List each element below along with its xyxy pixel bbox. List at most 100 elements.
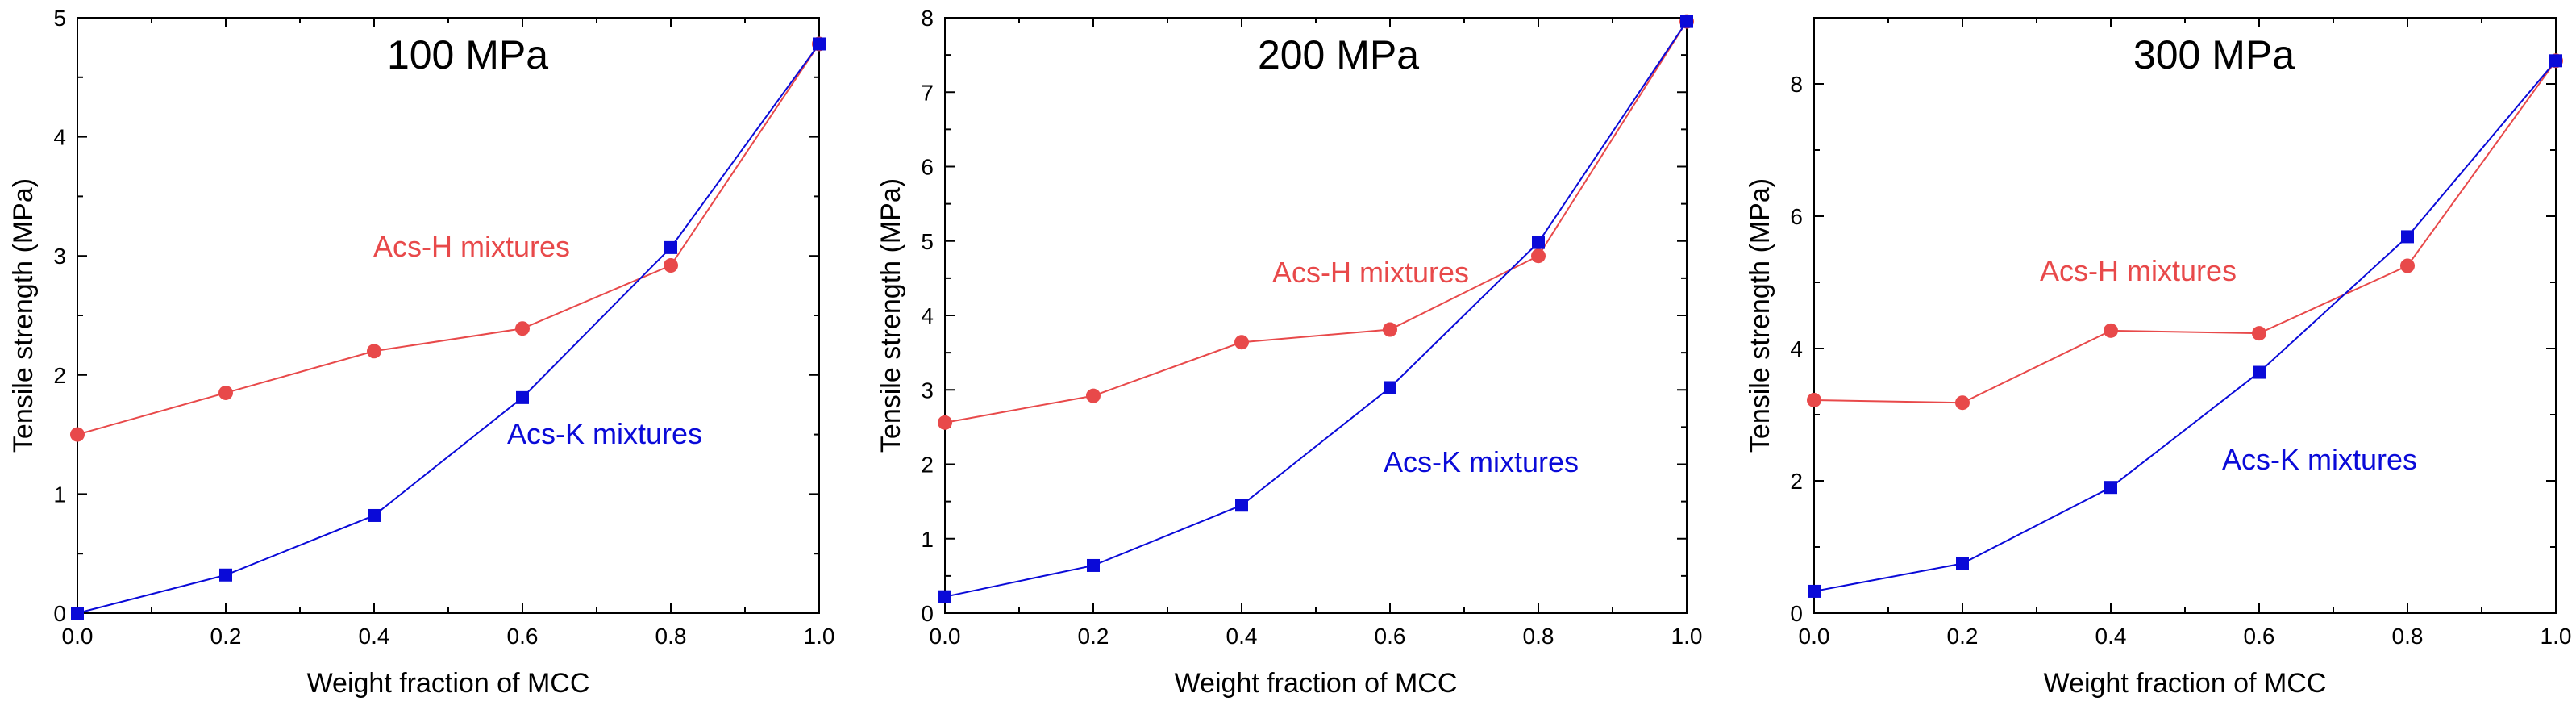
data-point — [1384, 381, 1396, 394]
data-point — [1086, 388, 1101, 403]
data-point — [2104, 323, 2118, 338]
y-tick-label: 1 — [53, 482, 66, 507]
y-tick-label: 8 — [921, 6, 934, 31]
data-point — [70, 427, 85, 442]
data-point — [2252, 326, 2266, 341]
x-tick-label: 0.0 — [930, 624, 961, 649]
data-point — [2104, 481, 2117, 495]
y-axis-label: Tensile strength (MPa) — [876, 178, 906, 453]
data-point — [219, 568, 232, 582]
x-tick-label: 0.4 — [2095, 624, 2127, 649]
y-tick-label: 0 — [1790, 601, 1803, 626]
series-line — [1813, 60, 2557, 404]
x-tick-label: 0.4 — [1226, 624, 1258, 649]
series-acs-h: Acs-H mixtures — [938, 14, 1694, 430]
y-tick-label: 5 — [53, 6, 66, 31]
chart-panel-1: 0.0 0.2 0.4 0.6 0.8 1.0 0 1 2 3 4 5 Weight fraction … — [8, 6, 834, 699]
data-point — [1532, 236, 1545, 249]
series-acs-h: Acs-H mixtures — [70, 36, 826, 442]
data-point — [664, 240, 677, 254]
data-point — [367, 344, 381, 359]
x-tick-label: 0.2 — [1078, 624, 1109, 649]
data-point — [1955, 395, 1970, 411]
series-line — [1813, 60, 2557, 592]
series-acs-k: Acs-K mixtures — [938, 15, 1693, 603]
series-label: Acs-K mixtures — [2222, 443, 2417, 476]
chart-panel-2: 0.0 0.2 0.4 0.6 0.8 1.0 0 1 2 3 4 5 6 7 8 Weight fracti… — [876, 6, 1702, 699]
data-point — [813, 37, 826, 51]
y-tick-label: 0 — [921, 601, 934, 626]
series-acs-h: Acs-H mixtures — [1807, 53, 2563, 411]
data-point — [515, 321, 530, 336]
y-tick-label: 1 — [921, 527, 934, 552]
series-line — [77, 43, 820, 614]
x-tick-label: 0.8 — [655, 624, 687, 649]
series-line — [944, 21, 1688, 598]
x-tick-label: 0.2 — [1947, 624, 1979, 649]
y-tick-label: 3 — [921, 378, 934, 403]
data-point — [2253, 365, 2266, 379]
x-tick-label: 0.8 — [2392, 624, 2424, 649]
data-point — [1531, 248, 1546, 264]
y-tick-label: 4 — [1790, 336, 1803, 361]
series-label: Acs-H mixtures — [2040, 254, 2237, 287]
series-line — [944, 21, 1688, 424]
data-point — [938, 590, 951, 603]
x-axis-label: Weight fraction of MCC — [1175, 668, 1458, 699]
data-point — [1680, 15, 1693, 28]
panel-title: 100 MPa — [387, 32, 548, 77]
series-acs-k: Acs-K mixtures — [71, 37, 826, 620]
data-point — [1807, 392, 1821, 407]
x-tick-label: 0.0 — [62, 624, 94, 649]
y-tick-label: 3 — [53, 244, 66, 269]
plot-frame — [1813, 17, 2557, 614]
data-point — [368, 508, 381, 522]
x-tick-label: 0.4 — [359, 624, 390, 649]
x-tick-label: 0.6 — [1375, 624, 1406, 649]
x-tick-label: 0.6 — [507, 624, 539, 649]
x-tick-label: 1.0 — [804, 624, 835, 649]
y-axis-label: Tensile strength (MPa) — [1745, 178, 1775, 453]
y-tick-label: 4 — [53, 125, 66, 150]
data-point — [2549, 54, 2562, 68]
y-tick-label: 4 — [921, 303, 934, 328]
series-acs-k: Acs-K mixtures — [1808, 54, 2562, 598]
x-axis-label: Weight fraction of MCC — [307, 668, 590, 699]
data-point — [664, 258, 678, 273]
x-tick-label: 0.2 — [210, 624, 242, 649]
series-label: Acs-H mixtures — [373, 230, 570, 263]
data-point — [71, 607, 84, 620]
data-point — [1234, 335, 1249, 350]
y-tick-label: 2 — [53, 363, 66, 388]
panel-title: 200 MPa — [1258, 32, 1419, 77]
series-line — [77, 43, 820, 436]
data-point — [1956, 557, 1969, 570]
y-tick-label: 7 — [921, 80, 934, 105]
plot-frame — [944, 17, 1688, 614]
x-tick-label: 0.8 — [1523, 624, 1554, 649]
y-tick-label: 6 — [921, 155, 934, 180]
data-point — [2401, 230, 2414, 244]
x-axis-label: Weight fraction of MCC — [2044, 668, 2327, 699]
x-tick-label: 0.0 — [1799, 624, 1830, 649]
series-label: Acs-H mixtures — [1272, 256, 1469, 289]
x-tick-label: 0.6 — [2244, 624, 2275, 649]
y-tick-label: 6 — [1790, 204, 1803, 229]
y-axis-label: Tensile strength (MPa) — [8, 178, 39, 453]
x-tick-label: 1.0 — [2541, 624, 2572, 649]
data-point — [2400, 258, 2415, 273]
x-tick-label: 1.0 — [1671, 624, 1703, 649]
series-label: Acs-K mixtures — [507, 417, 702, 450]
plot-frame — [77, 17, 820, 614]
data-point — [218, 385, 233, 400]
data-point — [1087, 558, 1100, 572]
data-point — [1383, 322, 1397, 337]
y-tick-label: 0 — [53, 601, 66, 626]
series-label: Acs-K mixtures — [1384, 445, 1579, 478]
data-point — [1808, 584, 1821, 598]
data-point — [938, 415, 952, 430]
panel-title: 300 MPa — [2133, 32, 2295, 77]
data-point — [516, 390, 529, 404]
